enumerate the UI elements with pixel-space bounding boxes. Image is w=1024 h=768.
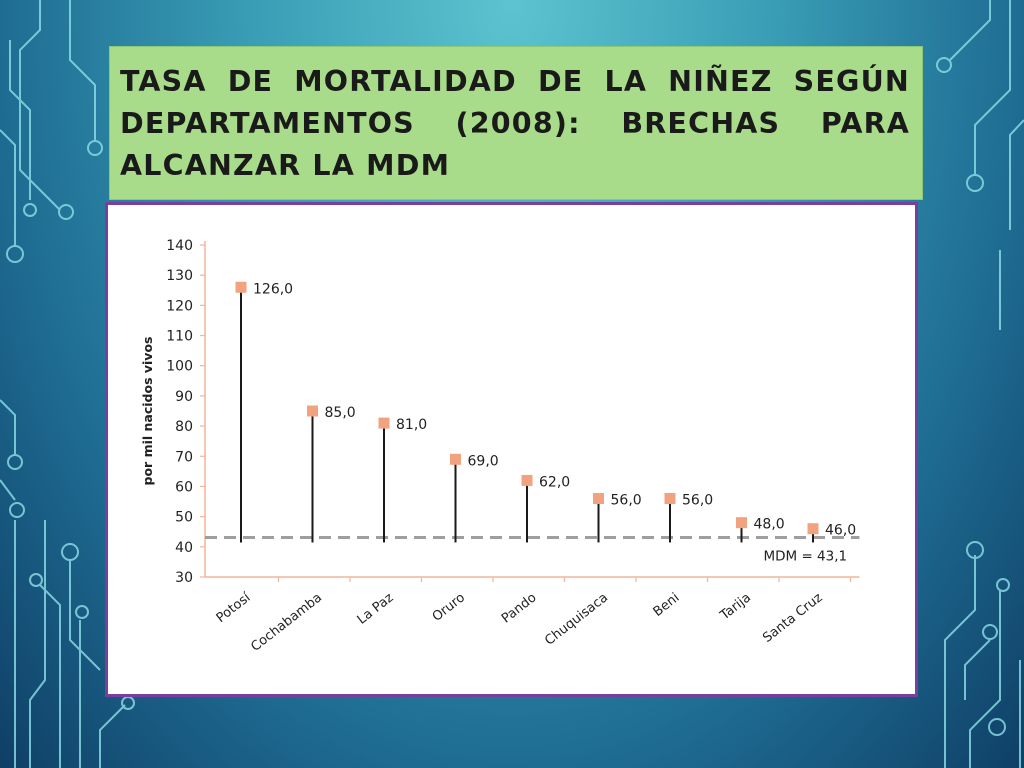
y-tick-label: 130 — [166, 268, 193, 284]
x-tick-label: Tarija — [717, 590, 754, 624]
data-value-label: 46,0 — [825, 523, 856, 539]
y-tick-label: 40 — [175, 540, 193, 556]
x-tick-label: Beni — [651, 590, 683, 620]
data-value-label: 81,0 — [396, 417, 427, 433]
x-tick-label: Chuquisaca — [542, 590, 611, 648]
x-tick-label: La Paz — [355, 590, 397, 627]
y-tick-label: 120 — [166, 298, 193, 314]
slide-title-box: TASA DE MORTALIDAD DE LA NIÑEZ SEGÚN DEP… — [109, 46, 923, 200]
y-tick-label: 100 — [166, 359, 193, 375]
x-tick-label: Santa Cruz — [760, 590, 825, 646]
data-point-marker — [450, 453, 461, 465]
data-value-label: 126,0 — [253, 281, 293, 297]
mdm-reference-label: MDM = 43,1 — [763, 548, 847, 564]
data-point-marker — [521, 474, 533, 486]
data-value-label: 62,0 — [539, 474, 570, 490]
y-tick-label: 50 — [175, 510, 193, 526]
x-tick-label: Pando — [499, 590, 540, 626]
chart-frame: 30 40 50 60 70 80 90 100 110 120 130 140 por mil nac… — [105, 202, 918, 697]
y-tick-label: 60 — [175, 479, 193, 495]
y-tick-label: 140 — [166, 238, 193, 254]
data-point-marker — [235, 281, 247, 293]
lollipop-chart: 30 40 50 60 70 80 90 100 110 120 130 140 por mil nac… — [140, 238, 860, 655]
data-point-marker — [664, 493, 676, 505]
data-value-label: 56,0 — [611, 493, 642, 509]
y-axis-label: por mil nacidos vivos — [140, 337, 155, 486]
data-value-label: 85,0 — [325, 405, 356, 421]
y-tick-label: 80 — [175, 419, 193, 435]
data-value-label: 56,0 — [682, 493, 713, 509]
y-tick-label: 110 — [166, 329, 193, 345]
x-tick-label: Oruro — [430, 590, 468, 625]
data-point-marker — [736, 517, 747, 529]
data-point-marker — [378, 417, 390, 429]
y-tick-label: 70 — [175, 449, 193, 465]
data-point-marker — [807, 523, 819, 535]
data-value-label: 48,0 — [754, 517, 785, 533]
slide-title: TASA DE MORTALIDAD DE LA NIÑEZ SEGÚN DEP… — [120, 65, 910, 182]
x-tick-label: Potosí — [214, 590, 254, 626]
data-value-label: 69,0 — [468, 453, 499, 469]
y-tick-label: 90 — [175, 389, 193, 405]
x-tick-label: Cochabamba — [248, 590, 325, 654]
data-point-marker — [593, 493, 604, 505]
y-tick-label: 30 — [175, 570, 193, 586]
data-point-marker — [307, 405, 318, 417]
